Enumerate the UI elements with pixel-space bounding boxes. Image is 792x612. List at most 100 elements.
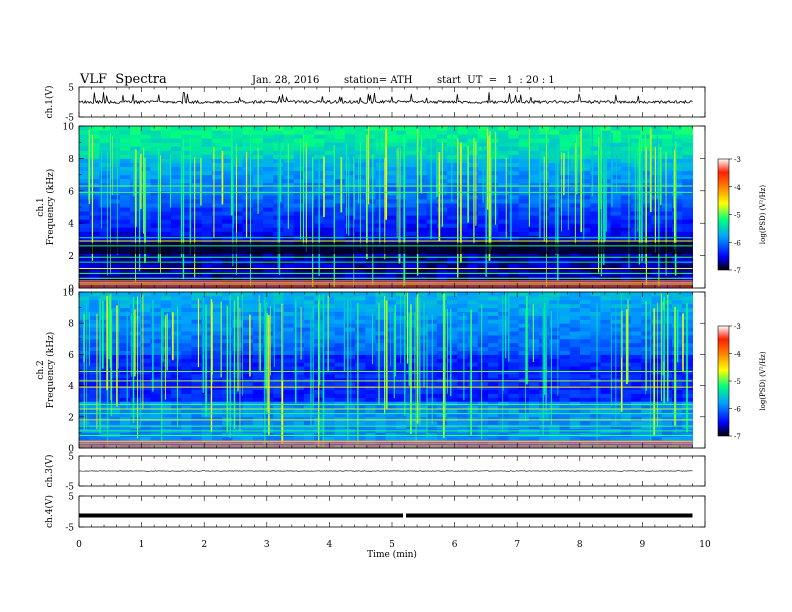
spectrogram-cell (242, 385, 254, 390)
spectrogram-cell (580, 319, 591, 324)
spectrogram-cell (273, 227, 284, 232)
spectrogram-cell (273, 315, 284, 320)
spectrogram-cell (119, 227, 131, 232)
spectrogram-cell (661, 405, 673, 410)
spectrogram-cell (457, 158, 469, 163)
spectrogram-cell (549, 223, 561, 228)
spectrogram-cell (600, 436, 612, 441)
spectrogram-cell (549, 346, 561, 351)
dark-band (79, 242, 693, 254)
spectrogram-cell (508, 190, 520, 196)
spectrogram-cell (201, 334, 213, 340)
spectrogram-cell (447, 385, 458, 390)
spectrogram-cell (549, 138, 561, 143)
spectrogram-cell (324, 385, 336, 390)
spectrogram-cell (191, 166, 203, 172)
spectrogram-cell (324, 370, 336, 375)
spectrogram-cell (559, 370, 571, 375)
spectrogram-cell (79, 207, 90, 212)
spectrogram-cell (303, 292, 315, 297)
spectrogram-cell (549, 358, 561, 363)
spectrogram-cell (600, 354, 612, 359)
spectrogram-cell (119, 327, 131, 332)
spectrogram-cell (457, 370, 469, 375)
spectrogram-cell (508, 401, 520, 406)
spectrogram-cell (580, 166, 591, 172)
spectrogram-cell (508, 263, 520, 269)
spectrogram-cell (365, 354, 377, 359)
spectrogram-cell (385, 134, 397, 139)
spectrogram-cell (150, 393, 162, 398)
spectrogram-cell (406, 263, 417, 269)
spectrogram-cell (559, 271, 571, 277)
spectrogram-cell (191, 202, 203, 208)
spectrogram-cell (467, 138, 479, 143)
spectrogram-cell (528, 138, 540, 143)
spectrogram-cell (324, 373, 336, 379)
spectrogram-cell (324, 405, 336, 410)
spectrogram-cell (211, 211, 223, 216)
spectrogram-cell (580, 223, 591, 228)
spectrogram-cell (395, 381, 407, 387)
spectrogram-cell (150, 389, 162, 394)
spectrogram-cell (232, 126, 244, 131)
spectrogram-cell (457, 263, 469, 269)
spectrogram-cell (140, 424, 152, 429)
spectrogram-cell (682, 158, 693, 163)
spectrogram-cell (549, 211, 561, 216)
spectrogram-cell (263, 194, 274, 200)
spectrogram-cell (426, 292, 438, 297)
spectrogram-cell (365, 207, 377, 212)
spectrogram-cell (334, 342, 346, 348)
spectrogram-cell (385, 303, 397, 309)
spectrogram-cell (222, 182, 233, 188)
ch1-spectrogram (79, 126, 693, 289)
spectrogram-cell (498, 263, 509, 269)
spectrogram-cell (355, 393, 366, 398)
spectrogram-cell (416, 327, 428, 332)
spectrogram-cell (324, 215, 336, 220)
spectrogram-cell (79, 170, 90, 176)
station-label: station= ATH (344, 75, 413, 86)
spectrogram-cell (334, 267, 346, 273)
spectrogram-cell (580, 267, 591, 273)
spectrogram-cell (487, 292, 499, 297)
spectrogram-cell (559, 299, 571, 305)
spectrogram-cell (160, 389, 172, 394)
spectrogram-cell (109, 162, 121, 167)
spectrogram-cell (467, 178, 479, 184)
spectrogram-cell (375, 182, 387, 188)
spectrogram-cell (365, 315, 377, 320)
spectrogram-cell (620, 182, 632, 188)
spectrogram-cell (79, 263, 90, 269)
spectrogram-cell (528, 186, 540, 192)
spectrogram-cell (631, 424, 642, 429)
spectrogram-cell (79, 198, 90, 204)
spectrogram-cell (119, 190, 131, 196)
spectrogram-cell (181, 432, 192, 437)
spectrogram-cell (355, 350, 366, 355)
spectrogram-cell (395, 362, 407, 367)
spectrogram-cell (355, 370, 366, 375)
spectrogram-cell (160, 373, 172, 379)
spectrogram-cell (580, 146, 591, 151)
spectrogram-cell (528, 358, 540, 363)
spectrogram-cell (508, 231, 520, 236)
spectrogram-cell (344, 227, 356, 232)
spectrogram-cell (293, 126, 305, 131)
spectrogram-cell (119, 397, 131, 402)
spectrogram-cell (365, 346, 377, 351)
spectrogram-cell (518, 366, 530, 371)
spectrogram-cell (651, 323, 663, 328)
spectrogram-cell (457, 198, 469, 204)
spectrogram-cell (457, 338, 469, 344)
spectrogram-cell (365, 219, 377, 224)
spectrogram-cell (150, 358, 162, 363)
spectrogram-cell (600, 373, 612, 379)
spectrogram-cell (620, 239, 632, 244)
spectrogram-cell (620, 292, 632, 297)
spectrogram-cell (293, 397, 305, 402)
spectrogram-cell (672, 409, 683, 414)
spectrogram-cell (160, 401, 172, 406)
spectrogram-cell (436, 420, 448, 426)
